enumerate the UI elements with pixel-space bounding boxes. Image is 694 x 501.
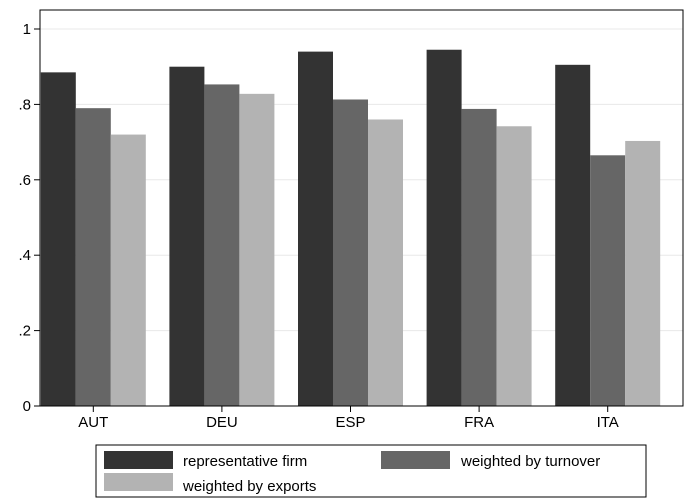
bar-deu-series-3 bbox=[239, 93, 275, 407]
y-tick-label: 0 bbox=[23, 398, 31, 415]
bar-ita-series-3 bbox=[625, 140, 661, 406]
legend-label: representative firm bbox=[183, 453, 307, 470]
bar-esp-series-3 bbox=[368, 119, 403, 406]
y-tick-label: .6 bbox=[18, 172, 31, 189]
x-axis: AUT DEU ESP FRA ITA bbox=[78, 406, 619, 431]
x-category-label: ITA bbox=[597, 414, 619, 431]
x-category-label: ESP bbox=[335, 414, 365, 431]
bar-fra-series-1 bbox=[426, 49, 462, 407]
bar-fra-series-2 bbox=[461, 108, 497, 406]
bars bbox=[40, 49, 661, 407]
legend-swatch bbox=[104, 451, 173, 469]
bar-fra-series-3 bbox=[496, 126, 532, 407]
legend-label: weighted by turnover bbox=[460, 453, 600, 470]
bar-ita-series-1 bbox=[555, 64, 591, 406]
bar-ita-series-2 bbox=[590, 155, 626, 406]
bar-esp-series-1 bbox=[298, 51, 333, 407]
y-tick-label: .4 bbox=[18, 247, 31, 264]
y-tick-label: .2 bbox=[18, 323, 31, 340]
bar-aut-series-3 bbox=[110, 134, 146, 406]
x-category-label: FRA bbox=[464, 414, 494, 431]
bar-deu-series-2 bbox=[204, 84, 240, 406]
y-tick-label: 1 bbox=[23, 21, 31, 38]
legend-label: weighted by exports bbox=[182, 478, 316, 495]
bar-esp-series-2 bbox=[333, 99, 368, 407]
x-category-label: AUT bbox=[78, 414, 108, 431]
y-tick-label: .8 bbox=[18, 96, 31, 113]
bar-deu-series-1 bbox=[169, 66, 205, 406]
bar-aut-series-2 bbox=[75, 108, 111, 407]
legend-box bbox=[95, 444, 647, 498]
legend: representative firm weighted by turnover w… bbox=[95, 444, 647, 498]
y-axis: 0 .2 .4 .6 .8 1 bbox=[18, 21, 40, 415]
plot-frame bbox=[39, 9, 684, 407]
legend-swatch bbox=[104, 473, 173, 491]
legend-swatch bbox=[381, 451, 450, 469]
bar-aut-series-1 bbox=[40, 72, 76, 406]
x-category-label: DEU bbox=[206, 414, 238, 431]
